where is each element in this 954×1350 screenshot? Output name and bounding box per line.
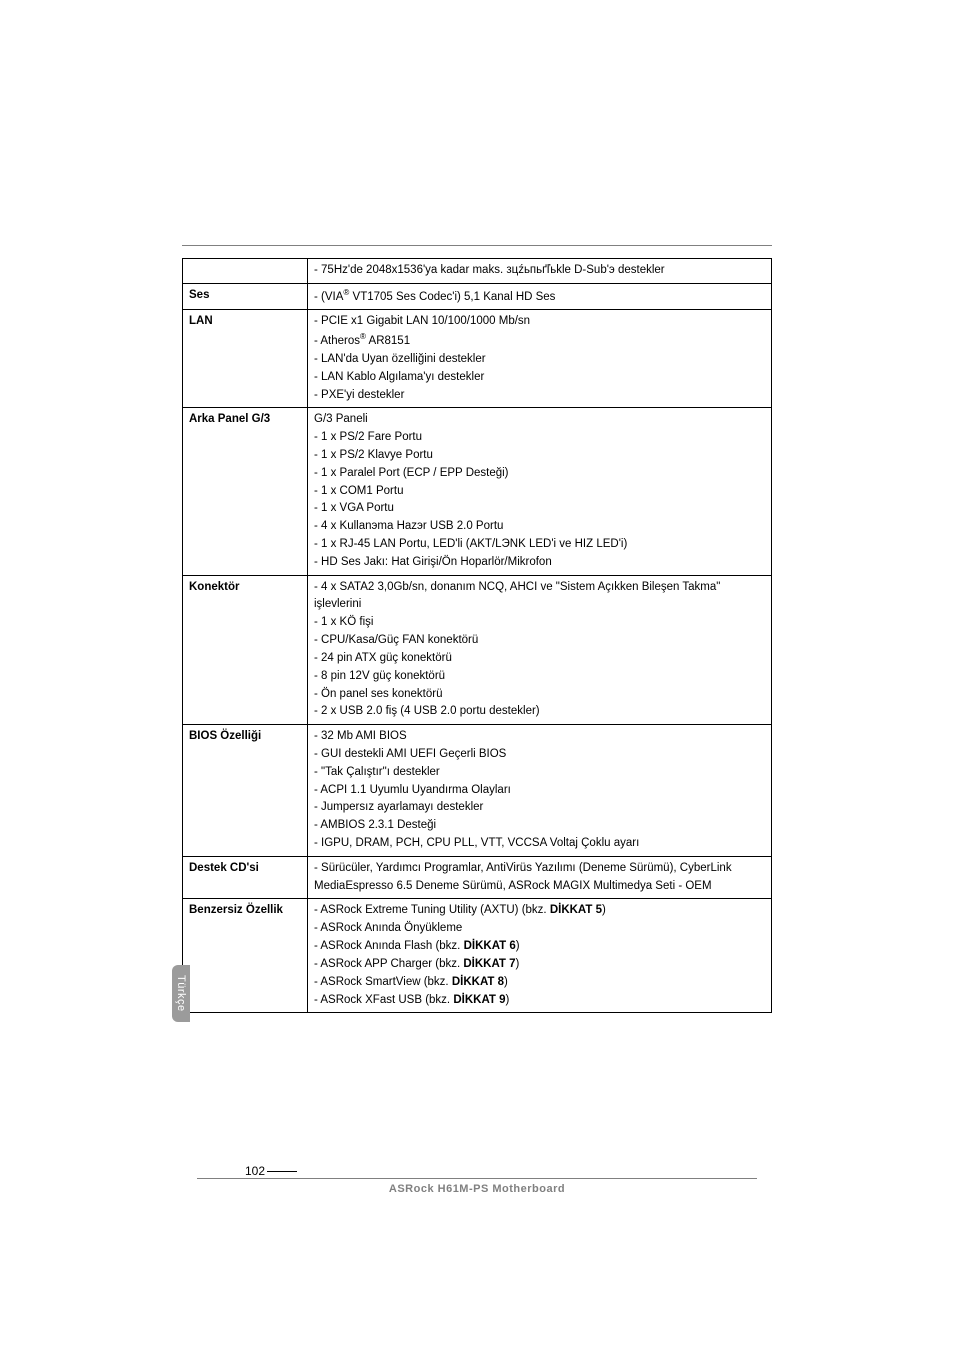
row-value-line: - AMBIOS 2.3.1 Desteği — [314, 817, 765, 835]
row-value: - 75Hz'de 2048x1536'ya kadar maks. зцźьп… — [308, 259, 772, 284]
table-row: Ses - (VIA® VT1705 Ses Codec'i) 5,1 Kanal… — [183, 283, 772, 310]
row-value-line: - ASRock APP Charger (bkz. DİKKAT 7) — [314, 956, 765, 974]
row-value: - ASRock Extreme Tuning Utility (AXTU) (… — [308, 899, 772, 1013]
table-row: Benzersiz Özellik - ASRock Extreme Tuning… — [183, 899, 772, 1013]
row-label — [183, 259, 308, 284]
table-row: Destek CD'si- Sürücüler, Yardımcı Progra… — [183, 856, 772, 899]
row-value-line: - 1 x COM1 Portu — [314, 483, 765, 501]
row-value-line: - Ön panel ses konektörü — [314, 686, 765, 704]
row-value-line: - PCIE x1 Gigabit LAN 10/100/1000 Mb/sn — [314, 313, 765, 331]
row-value-line: - 4 x Kullanэma Hazэr USB 2.0 Portu — [314, 518, 765, 536]
row-label: Ses — [183, 283, 308, 310]
row-value-line: - (VIA® VT1705 Ses Codec'i) 5,1 Kanal HD… — [314, 287, 765, 307]
spec-table: - 75Hz'de 2048x1536'ya kadar maks. зцźьп… — [182, 258, 772, 1013]
row-value-line: - 2 x USB 2.0 fiş (4 USB 2.0 portu deste… — [314, 703, 765, 721]
row-value-line: - ASRock Extreme Tuning Utility (AXTU) (… — [314, 902, 765, 920]
footer: ASRock H61M-PS Motherboard — [0, 1178, 954, 1195]
row-value-line: - 4 x SATA2 3,0Gb/sn, donanım NCQ, AHCI … — [314, 579, 765, 615]
row-value: - (VIA® VT1705 Ses Codec'i) 5,1 Kanal HD… — [308, 283, 772, 310]
row-value: - Sürücüler, Yardımcı Programlar, AntiVi… — [308, 856, 772, 899]
row-label: Benzersiz Özellik — [183, 899, 308, 1013]
row-value-line: - ASRock XFast USB (bkz. DİKKAT 9) — [314, 992, 765, 1010]
row-value-line: - 75Hz'de 2048x1536'ya kadar maks. зцźьп… — [314, 262, 765, 280]
row-value-line: - LAN Kablo Algılama'yı destekler — [314, 369, 765, 387]
row-value-line: - ASRock Anında Önyükleme — [314, 920, 765, 938]
row-label: LAN — [183, 310, 308, 408]
top-rule — [182, 245, 772, 246]
page-number: 102 — [245, 1164, 297, 1178]
footer-line — [197, 1178, 757, 1179]
row-value-line: - 1 x Paralel Port (ECP / EPP Desteği) — [314, 465, 765, 483]
row-value-line: - Atheros® AR8151 — [314, 331, 765, 351]
row-value-line: - ASRock Anında Flash (bkz. DİKKAT 6) — [314, 938, 765, 956]
row-value-line: - 8 pin 12V güç konektörü — [314, 668, 765, 686]
row-value-line: - IGPU, DRAM, PCH, CPU PLL, VTT, VCCSA V… — [314, 835, 765, 853]
row-value-line: - 32 Mb AMI BIOS — [314, 728, 765, 746]
row-value-line: - CPU/Kasa/Güç FAN konektörü — [314, 632, 765, 650]
table-row: Arka Panel G/3G/3 Paneli- 1 x PS/2 Fare … — [183, 408, 772, 575]
row-label: Arka Panel G/3 — [183, 408, 308, 575]
row-value-line: G/3 Paneli — [314, 411, 765, 429]
row-value-line: - 1 x PS/2 Klavye Portu — [314, 447, 765, 465]
row-value-line: - 1 x KÖ fişi — [314, 614, 765, 632]
row-value-line: - 1 x RJ-45 LAN Portu, LED'li (AKT/LЭNK … — [314, 536, 765, 554]
content-area: - 75Hz'de 2048x1536'ya kadar maks. зцźьп… — [182, 245, 772, 1013]
row-value-line: - "Tak Çalıştır"ı destekler — [314, 764, 765, 782]
row-value-line: - LAN'da Uyan özelliğini destekler — [314, 351, 765, 369]
footer-text: ASRock H61M-PS Motherboard — [389, 1183, 565, 1195]
table-row: LAN- PCIE x1 Gigabit LAN 10/100/1000 Mb/… — [183, 310, 772, 408]
page: Türkçe - 75Hz'de 2048x1536'ya kadar maks… — [0, 0, 954, 1350]
table-row: Konektör- 4 x SATA2 3,0Gb/sn, donanım NC… — [183, 575, 772, 725]
row-value-line: - PXE'yi destekler — [314, 387, 765, 405]
row-value: - 4 x SATA2 3,0Gb/sn, donanım NCQ, AHCI … — [308, 575, 772, 725]
table-row: BIOS Özelliği- 32 Mb AMI BIOS- GUI deste… — [183, 725, 772, 857]
row-value-line: - GUI destekli AMI UEFI Geçerli BIOS — [314, 746, 765, 764]
row-label: Konektör — [183, 575, 308, 725]
table-row: - 75Hz'de 2048x1536'ya kadar maks. зцźьп… — [183, 259, 772, 284]
row-value: - PCIE x1 Gigabit LAN 10/100/1000 Mb/sn-… — [308, 310, 772, 408]
row-value: - 32 Mb AMI BIOS- GUI destekli AMI UEFI … — [308, 725, 772, 857]
row-value-line: - 24 pin ATX güç konektörü — [314, 650, 765, 668]
row-value-line: - 1 x VGA Portu — [314, 500, 765, 518]
language-tab: Türkçe — [172, 965, 190, 1022]
row-value-line: - ACPI 1.1 Uyumlu Uyandırma Olayları — [314, 782, 765, 800]
row-label: Destek CD'si — [183, 856, 308, 899]
page-number-text: 102 — [245, 1164, 265, 1178]
row-value-line: - 1 x PS/2 Fare Portu — [314, 429, 765, 447]
row-value: G/3 Paneli- 1 x PS/2 Fare Portu- 1 x PS/… — [308, 408, 772, 575]
row-value-line: - Sürücüler, Yardımcı Programlar, AntiVi… — [314, 860, 765, 896]
row-label: BIOS Özelliği — [183, 725, 308, 857]
page-number-line — [267, 1171, 297, 1172]
row-value-line: - Jumpersız ayarlamayı destekler — [314, 799, 765, 817]
row-value-line: - ASRock SmartView (bkz. DİKKAT 8) — [314, 974, 765, 992]
row-value-line: - HD Ses Jakı: Hat Girişi/Ön Hoparlör/Mi… — [314, 554, 765, 572]
